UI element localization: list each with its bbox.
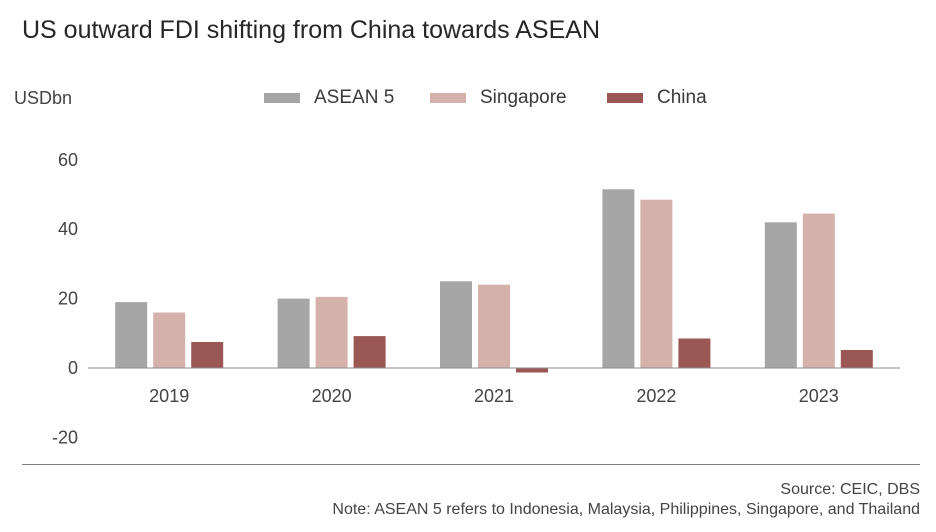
y-tick-label: -20: [52, 427, 78, 447]
y-tick-label: 0: [68, 358, 78, 378]
legend-label-asean5: ASEAN 5: [314, 87, 395, 108]
legend-item-china: China: [607, 87, 707, 109]
bar-singapore-2021: [478, 284, 510, 368]
bar-china-2019: [191, 342, 224, 368]
bar-marks: [115, 189, 873, 373]
y-axis-tick-labels: -20 0 20 40 60: [52, 150, 78, 448]
legend-swatch-china: [607, 93, 643, 103]
bar-asean-5-2019: [115, 302, 148, 368]
x-category-label: 2019: [149, 386, 189, 406]
source-note: Source: CEIC, DBS: [780, 481, 920, 498]
x-category-label: 2023: [799, 386, 839, 406]
definition-note: Note: ASEAN 5 refers to Indonesia, Malay…: [332, 501, 920, 518]
legend-item-asean5: ASEAN 5: [264, 87, 394, 109]
bar-asean-5-2022: [602, 189, 635, 368]
legend-swatch-singapore: [430, 93, 466, 103]
x-category-label: 2020: [312, 386, 352, 406]
x-category-label: 2021: [474, 386, 514, 406]
bar-singapore-2022: [640, 199, 673, 368]
bar-asean-5-2023: [764, 222, 797, 368]
bar-singapore-2023: [802, 213, 835, 368]
y-tick-label: 40: [58, 219, 78, 239]
y-tick-label: 20: [58, 289, 78, 309]
y-tick-label: 60: [58, 150, 78, 170]
bar-asean-5-2020: [277, 298, 310, 368]
legend-label-china: China: [657, 87, 707, 108]
bar-singapore-2020: [315, 296, 348, 368]
bar-china-2021: [516, 368, 548, 373]
bar-asean-5-2021: [440, 281, 472, 369]
legend-label-singapore: Singapore: [480, 87, 567, 108]
bar-singapore-2019: [153, 312, 186, 368]
chart-title: US outward FDI shifting from China towar…: [22, 16, 601, 44]
legend-item-singapore: Singapore: [430, 87, 567, 109]
bar-china-2020: [353, 336, 386, 368]
x-category-label: 2022: [636, 386, 676, 406]
chart-legend: ASEAN 5 Singapore China: [0, 87, 936, 111]
x-axis-category-labels: 2019 2020 2021 2022 2023: [149, 386, 839, 406]
bar-china-2023: [840, 350, 873, 368]
y-axis-unit-label: USDbn: [14, 88, 73, 108]
bar-china-2022: [678, 338, 711, 368]
footer-divider: [22, 464, 920, 465]
legend-swatch-asean5: [264, 93, 300, 103]
